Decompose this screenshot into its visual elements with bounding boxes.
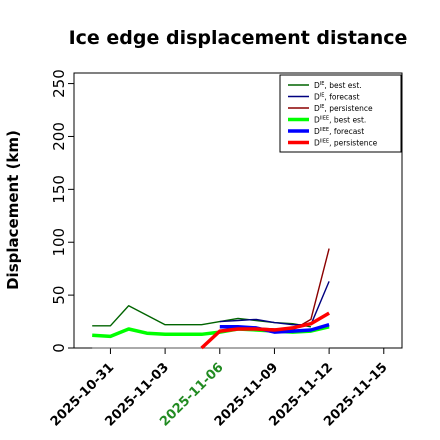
series-line-diiee_forecast: [219, 323, 330, 334]
y-tick-label: 100: [50, 228, 68, 257]
legend-label: DIE, persistence: [314, 104, 373, 113]
legend-label: DIE, forecast: [314, 93, 360, 102]
series-line-diiee_persistence: [200, 311, 330, 350]
chart-title: Ice edge displacement distance: [69, 27, 408, 49]
y-tick-label: 0: [50, 343, 68, 353]
legend: DIE, best est. DIE, forecast DIE, persiste…: [279, 74, 402, 153]
legend-label: DIIEE, forecast: [314, 127, 364, 136]
y-tick-label: 50: [50, 286, 68, 305]
y-tick-label: 250: [50, 69, 68, 98]
legend-label: DIE, best est.: [314, 81, 362, 90]
y-tick-label: 200: [50, 122, 68, 151]
y-tick-label: 150: [50, 175, 68, 204]
series-layer: [92, 248, 330, 350]
legend-label: DIIEE, persistence: [314, 139, 378, 148]
y-axis: 0 50 100 150 200 250: [50, 69, 74, 353]
legend-label: DIIEE, best est.: [314, 116, 366, 125]
x-axis: 2025-10-312025-11-032025-11-062025-11-09…: [48, 348, 391, 430]
legend-box: [279, 74, 402, 153]
series-line-die_persistence: [237, 248, 330, 331]
y-axis-label: Displacement (km): [4, 130, 22, 290]
